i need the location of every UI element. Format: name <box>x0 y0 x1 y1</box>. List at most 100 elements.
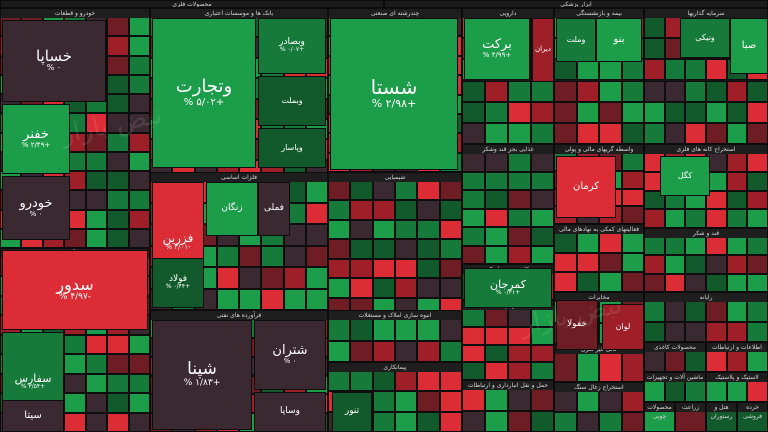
stock-tile[interactable] <box>85 393 108 413</box>
stock-tile[interactable] <box>85 209 108 229</box>
stock-tile[interactable] <box>85 354 108 374</box>
sector-nonmetal[interactable]: کانی غیر فلزی <box>554 344 644 382</box>
stock-tile[interactable] <box>685 80 706 102</box>
stock-tile[interactable] <box>372 200 395 220</box>
stock-tile[interactable] <box>107 393 129 413</box>
stock-tile[interactable] <box>417 258 440 279</box>
stock-tile[interactable] <box>664 255 686 274</box>
stock-tile[interactable] <box>726 255 748 274</box>
stock-tile[interactable] <box>395 258 418 279</box>
stock-tile[interactable] <box>599 101 622 123</box>
stock-tile[interactable] <box>395 200 418 220</box>
stock-tile[interactable] <box>508 227 531 246</box>
stock-tile[interactable]: خساپا ۰ % <box>2 20 106 102</box>
sector-wood[interactable]: محصولات چوبی <box>644 402 675 432</box>
stock-tile[interactable] <box>372 391 395 412</box>
stock-tile[interactable] <box>64 393 86 413</box>
stock-tile[interactable] <box>417 391 440 412</box>
stock-tile[interactable] <box>417 239 440 259</box>
stock-tile[interactable] <box>395 239 418 259</box>
stock-tile[interactable] <box>350 219 373 240</box>
sector-hotel[interactable]: هتل و رستوران <box>706 402 737 432</box>
stock-tile[interactable] <box>395 219 418 240</box>
sector-service[interactable]: فنی و مهندسی <box>462 300 554 380</box>
stock-tile[interactable] <box>372 219 395 240</box>
stock-tile[interactable] <box>706 80 727 102</box>
stock-tile[interactable]: برکت +۴/۹۹ % <box>464 18 530 80</box>
stock-tile[interactable] <box>85 190 108 210</box>
stock-tile[interactable]: خفولا <box>556 300 598 350</box>
stock-tile[interactable] <box>107 334 129 355</box>
stock-tile[interactable]: صبا <box>730 18 768 74</box>
stock-tile[interactable] <box>107 354 129 374</box>
stock-tile[interactable] <box>85 151 108 171</box>
stock-tile[interactable] <box>107 132 129 152</box>
stock-tile[interactable]: سدور -۴/۹۷ % <box>2 250 148 330</box>
stock-tile[interactable] <box>85 334 108 355</box>
stock-tile[interactable] <box>64 334 86 355</box>
stock-tile[interactable] <box>706 255 727 274</box>
stock-tile[interactable]: کرمان <box>556 156 616 218</box>
stock-tile[interactable] <box>107 151 129 171</box>
stock-tile[interactable] <box>576 101 599 123</box>
sector-holding[interactable]: چندرشته ای صنعتی <box>328 8 462 172</box>
stock-tile[interactable] <box>508 80 531 102</box>
sector-chemical[interactable]: شیمیایی <box>328 172 462 432</box>
stock-tile[interactable] <box>508 171 531 190</box>
stock-tile[interactable]: وتجارت +۵/۰۲ % <box>152 18 256 168</box>
stock-tile[interactable]: ونیکی <box>680 18 730 58</box>
stock-tile[interactable] <box>85 373 108 394</box>
sector-rubber[interactable]: لاستیک و پلاستیک <box>706 372 768 402</box>
stock-tile[interactable]: کگل <box>660 156 710 196</box>
stock-tile[interactable] <box>485 227 508 246</box>
sector-realestate[interactable]: انبوه سازی املاک و مستغلات <box>328 310 462 362</box>
sector-machinery[interactable]: ماشین آلات و تجهیزات <box>644 372 706 402</box>
sector-medical[interactable]: ابزار پزشکی <box>384 0 768 8</box>
stock-tile[interactable] <box>350 239 373 259</box>
sector-auto[interactable]: خودرو و قطعات <box>0 8 150 248</box>
stock-tile[interactable] <box>726 80 748 102</box>
stock-tile[interactable]: وملت <box>556 18 596 62</box>
sector-metal[interactable]: فلزات اساسی <box>150 172 328 310</box>
stock-tile[interactable]: فملی <box>258 182 290 236</box>
stock-tile[interactable] <box>508 190 531 209</box>
stock-tile[interactable]: فولاد +۰/۴۴ % <box>152 258 204 308</box>
stock-tile[interactable] <box>372 239 395 259</box>
stock-tile[interactable] <box>726 190 748 210</box>
stock-tile[interactable] <box>576 80 599 102</box>
stock-tile[interactable] <box>508 208 531 227</box>
stock-tile[interactable]: تنور <box>332 392 372 432</box>
stock-tile[interactable] <box>706 59 727 81</box>
stock-tile[interactable] <box>726 171 748 191</box>
sector-insurance[interactable]: بیمه و بازنشستگی <box>554 8 644 144</box>
stock-tile[interactable]: خودرو ۰ % <box>2 176 70 240</box>
stock-tile[interactable] <box>417 219 440 240</box>
sector-transport[interactable]: حمل و نقل انبارداری و ارتباطات <box>462 380 554 432</box>
stock-tile[interactable] <box>726 101 748 123</box>
stock-tile[interactable] <box>685 101 706 123</box>
stock-tile[interactable] <box>485 190 508 209</box>
stock-tile[interactable] <box>685 255 706 274</box>
stock-tile[interactable] <box>485 344 508 363</box>
stock-tile[interactable] <box>107 171 129 191</box>
stock-tile[interactable] <box>107 94 129 114</box>
stock-tile[interactable]: شستا +۲/۹۸ % <box>330 18 458 170</box>
stock-tile[interactable] <box>664 80 686 102</box>
stock-tile[interactable] <box>85 113 108 133</box>
stock-tile[interactable]: شتران ۰ % <box>254 320 326 390</box>
stock-tile[interactable] <box>85 171 108 191</box>
stock-tile[interactable] <box>508 344 531 363</box>
stock-tile[interactable] <box>239 267 262 289</box>
sector-electronics[interactable]: اطلاعات و ارتباطات <box>706 342 768 372</box>
stock-tile[interactable] <box>508 101 531 123</box>
sector-bourse[interactable]: فعالیتهای کمکی به نهادهای مالی <box>554 224 644 292</box>
stock-tile[interactable] <box>599 80 622 102</box>
stock-tile[interactable] <box>664 101 686 123</box>
stock-tile[interactable] <box>283 267 306 289</box>
stock-tile[interactable] <box>107 55 129 75</box>
stock-tile[interactable] <box>85 132 108 152</box>
stock-tile[interactable] <box>417 200 440 220</box>
stock-tile[interactable] <box>107 209 129 229</box>
stock-tile[interactable] <box>283 245 306 267</box>
stock-tile[interactable] <box>64 373 86 394</box>
